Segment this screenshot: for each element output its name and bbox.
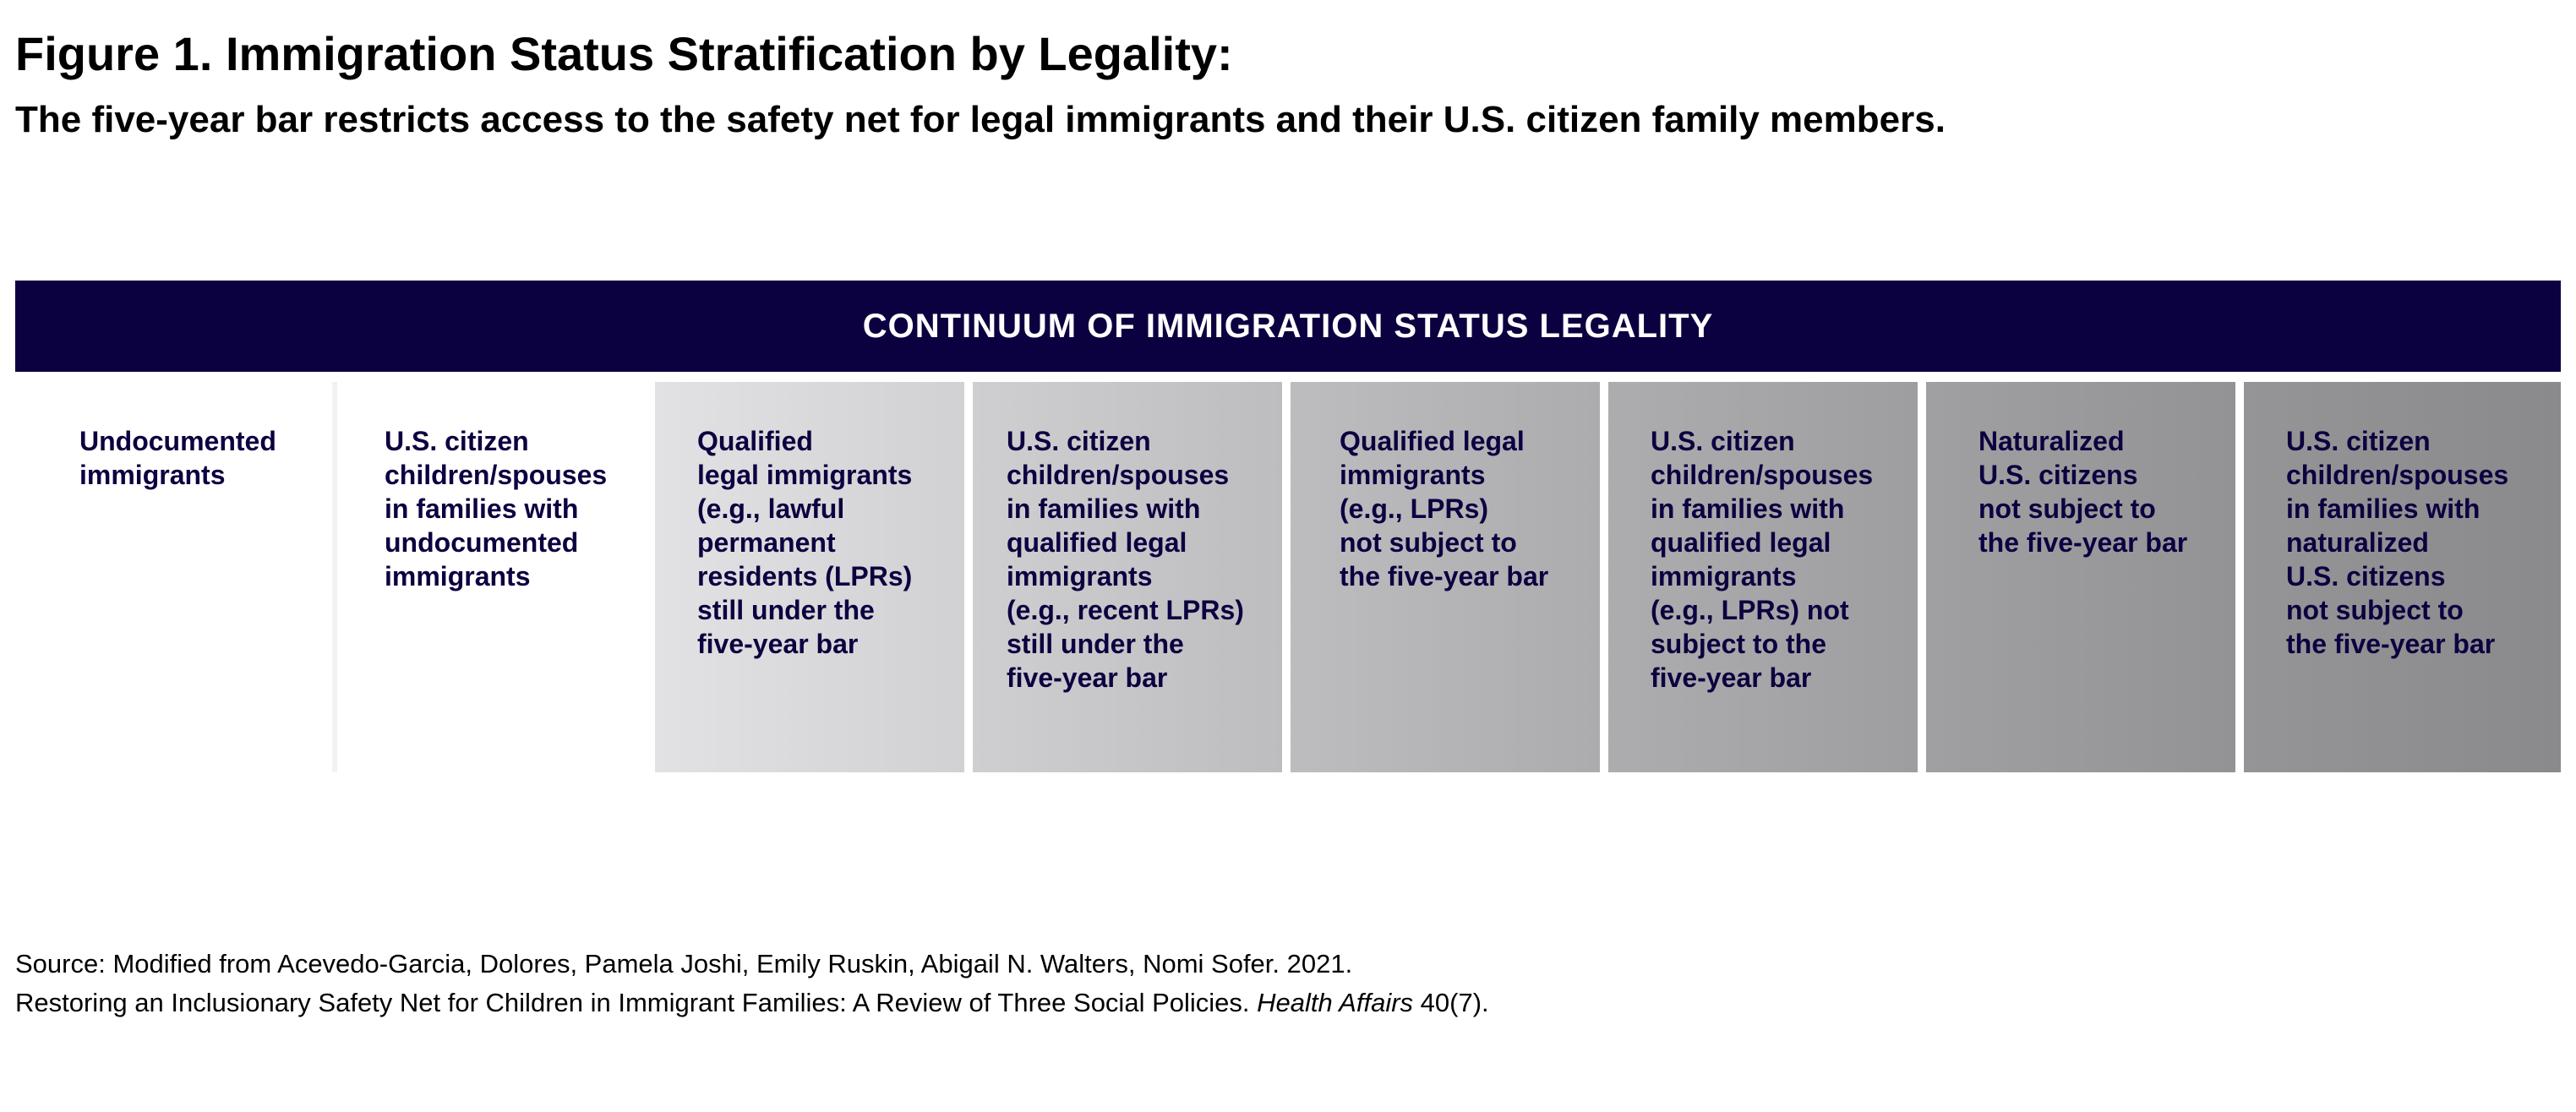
status-continuum: Undocumented immigrants U.S. citizen chi… [15, 382, 2561, 772]
source-journal: Health Affairs [1257, 988, 1414, 1017]
status-cell-citizen-undocumented-family: U.S. citizen children/spouses in familie… [337, 382, 654, 772]
status-label: Naturalized U.S. citizens not subject to… [1978, 426, 2188, 558]
status-cell-qualified-under-bar: Qualified legal immigrants (e.g., lawful… [655, 382, 964, 772]
status-label: U.S. citizen children/spouses in familie… [1651, 426, 1874, 693]
status-cell-qualified-not-subject: Qualified legal immigrants (e.g., LPRs) … [1291, 382, 1600, 772]
status-cell-citizen-qualified-under-bar: U.S. citizen children/spouses in familie… [973, 382, 1282, 772]
status-label: U.S. citizen children/spouses in familie… [385, 426, 608, 591]
status-label: U.S. citizen children/spouses in familie… [2286, 426, 2509, 659]
status-label: Undocumented immigrants [79, 426, 276, 490]
status-label: U.S. citizen children/spouses in familie… [1007, 426, 1244, 693]
status-label: Qualified legal immigrants (e.g., lawful… [697, 426, 913, 659]
cell-divider [332, 382, 337, 772]
status-label: Qualified legal immigrants (e.g., LPRs) … [1340, 426, 1549, 591]
source-note: Source: Modified from Acevedo-Garcia, Do… [15, 945, 1489, 1022]
source-line-1: Source: Modified from Acevedo-Garcia, Do… [15, 949, 1353, 978]
status-cell-undocumented: Undocumented immigrants [15, 382, 332, 772]
status-cell-citizen-qualified-not-subject: U.S. citizen children/spouses in familie… [1608, 382, 1918, 772]
source-line-2: Restoring an Inclusionary Safety Net for… [15, 984, 1489, 1022]
source-citation: Restoring an Inclusionary Safety Net for… [15, 988, 1258, 1017]
figure-subtitle: The five-year bar restricts access to th… [15, 99, 1946, 140]
figure-title: Figure 1. Immigration Status Stratificat… [15, 27, 1233, 80]
source-volume: 40(7). [1413, 988, 1489, 1017]
status-cell-citizen-naturalized-family: U.S. citizen children/spouses in familie… [2244, 382, 2561, 772]
continuum-banner: CONTINUUM OF IMMIGRATION STATUS LEGALITY [15, 281, 2561, 372]
status-cell-naturalized: Naturalized U.S. citizens not subject to… [1926, 382, 2235, 772]
